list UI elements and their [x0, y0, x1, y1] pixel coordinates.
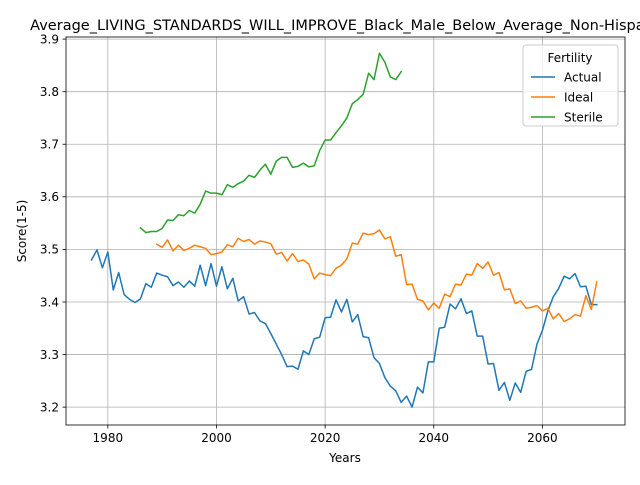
grid [66, 37, 625, 425]
plot-area-frame [65, 36, 626, 426]
x-axis-label: Years [328, 451, 361, 465]
y-tick-label: 3.5 [40, 243, 59, 257]
legend-label-sterile: Sterile [564, 110, 603, 124]
x-tick-label: 1980 [93, 431, 124, 445]
legend-title: Fertility [547, 51, 592, 65]
y-tick-label: 3.4 [40, 295, 59, 309]
legend-label-ideal: Ideal [564, 90, 593, 104]
y-tick-label: 3.6 [40, 190, 59, 204]
y-tick-label: 3.3 [40, 348, 59, 362]
legend-frame [522, 44, 619, 127]
x-tick-label: 2040 [419, 431, 450, 445]
series-line-ideal [155, 229, 598, 323]
chart-title: Average_LIVING_STANDARDS_WILL_IMPROVE_Bl… [30, 18, 640, 34]
y-tick-label: 3.7 [40, 138, 59, 152]
series-line-sterile [139, 52, 403, 234]
axis-ticks: 1980 2000 2020 2040 2060 3.2 3.3 3.4 3.5 3.6 3.7 3.… [40, 32, 558, 445]
x-tick-label: 2020 [310, 431, 341, 445]
y-tick-label: 3.8 [40, 85, 59, 99]
x-tick-label: 2000 [201, 431, 232, 445]
y-tick-label: 3.9 [40, 32, 59, 46]
legend-entries: Actual Ideal Sterile [531, 70, 603, 124]
series-line-actual [90, 249, 598, 408]
y-tick-label: 3.2 [40, 400, 59, 414]
y-axis-label: Score(1-5) [15, 200, 29, 263]
series-lines [90, 52, 598, 408]
legend: Fertility Actual Ideal Sterile [522, 44, 619, 127]
x-tick-label: 2060 [527, 431, 558, 445]
legend-label-actual: Actual [564, 70, 602, 84]
